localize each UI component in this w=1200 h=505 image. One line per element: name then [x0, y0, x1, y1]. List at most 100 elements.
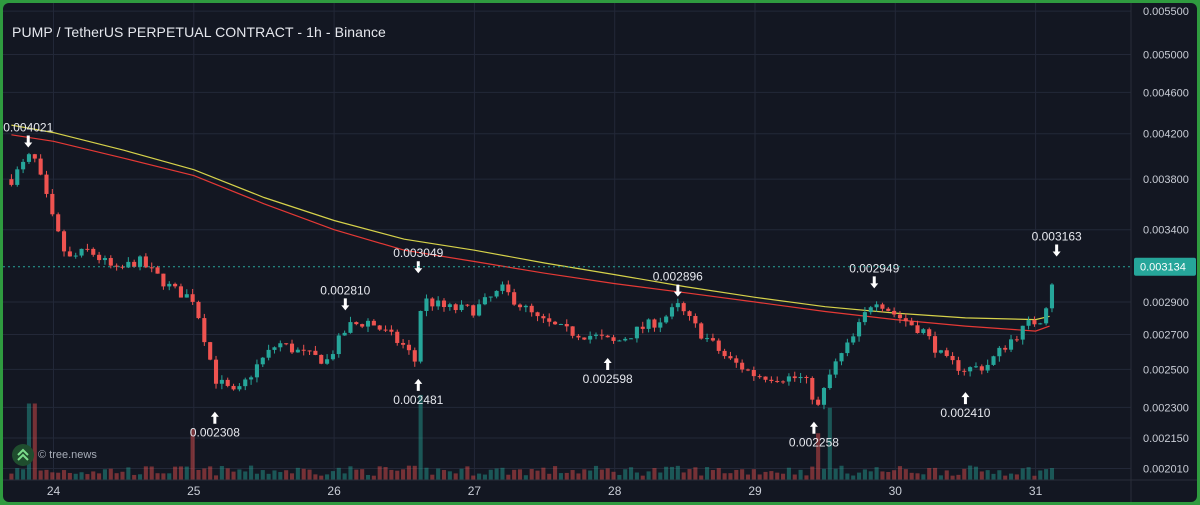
candle-body	[161, 273, 166, 287]
candle-body	[1044, 308, 1049, 324]
candle-body	[950, 355, 955, 361]
candle-body	[541, 316, 546, 319]
volume-bar	[114, 473, 119, 480]
candle-body	[506, 284, 511, 293]
volume-bar	[272, 470, 277, 480]
candle-body	[517, 304, 523, 308]
volume-bar	[716, 468, 721, 480]
candle-body	[213, 359, 219, 384]
candle-body	[348, 322, 353, 333]
volume-bar	[32, 403, 37, 480]
candle-body	[61, 231, 67, 252]
candle-body	[173, 283, 178, 287]
volume-bar	[1003, 475, 1008, 480]
volume-bar	[740, 469, 745, 480]
candle-body	[588, 335, 593, 340]
candle-body	[260, 357, 265, 365]
volume-bar	[307, 469, 312, 480]
volume-bar	[535, 470, 540, 480]
candle-body	[617, 340, 622, 342]
volume-bar	[190, 429, 195, 480]
volume-bar	[816, 433, 821, 480]
candle-body	[1026, 320, 1031, 326]
candle-body	[681, 303, 686, 312]
candle-body	[167, 283, 172, 287]
volume-bar	[745, 474, 751, 480]
volume-bar	[406, 465, 411, 480]
volume-bar	[301, 468, 306, 480]
volume-bar	[763, 471, 768, 480]
candle-body	[32, 154, 37, 159]
candle-body	[775, 381, 780, 383]
volume-bar	[377, 466, 382, 480]
arrow-down-icon	[673, 284, 682, 297]
volume-bar	[968, 465, 973, 480]
candle-body	[488, 296, 493, 298]
candle-body	[927, 329, 932, 337]
volume-bar	[260, 470, 265, 480]
volume-bar	[979, 471, 984, 480]
candle-body	[623, 338, 628, 341]
volume-bar	[50, 472, 55, 480]
volume-bar	[903, 469, 908, 480]
volume-bar	[880, 471, 885, 480]
volume-bar	[9, 473, 14, 480]
volume-bar	[582, 469, 587, 480]
volume-bar	[61, 470, 67, 480]
arrow-up-icon	[961, 392, 970, 405]
x-tick-label: 30	[889, 484, 903, 498]
volume-bar	[173, 466, 178, 480]
volume-bar	[424, 467, 429, 480]
moving-average-line	[11, 134, 1050, 332]
volume-bar	[97, 473, 102, 480]
candle-body	[634, 326, 639, 339]
volume-bar	[669, 466, 675, 480]
volume-bar	[845, 473, 850, 480]
candle-body	[307, 350, 312, 352]
volume-bar	[640, 475, 645, 480]
volume-bar	[459, 468, 464, 480]
price-chart[interactable]: 0.004021 0.002308 0.002810 0.003049 0.002481…	[3, 3, 1197, 502]
volume-bar	[517, 469, 523, 480]
candle-body	[21, 161, 26, 170]
volume-bar	[161, 473, 166, 480]
volume-bar	[401, 469, 406, 480]
volume-bar	[395, 470, 400, 480]
y-tick-label: 0.005000	[1143, 49, 1189, 61]
price-annotation: 0.002896	[653, 270, 703, 284]
candle-body	[208, 342, 213, 360]
watermark: © tree.news	[12, 444, 97, 466]
y-tick-label: 0.002010	[1143, 464, 1189, 476]
candle-body	[968, 367, 973, 372]
arrow-up-icon	[809, 421, 818, 434]
candle-body	[710, 338, 715, 341]
volume-bar	[512, 469, 517, 480]
candle-body	[120, 266, 125, 268]
candle-body	[675, 303, 680, 308]
candle-body	[377, 325, 382, 330]
candle-body	[50, 193, 55, 215]
volume-bar	[909, 472, 914, 480]
candle-body	[547, 318, 552, 322]
candle-body	[56, 214, 61, 232]
volume-bar	[938, 475, 943, 480]
volume-bar	[991, 473, 996, 480]
volume-bar	[155, 473, 160, 480]
volume-bar	[950, 475, 955, 480]
volume-bar	[664, 466, 669, 480]
tree-logo-icon	[12, 444, 34, 466]
candle-body	[880, 304, 885, 309]
candle-body	[792, 376, 797, 379]
candle-body	[886, 308, 891, 311]
candle-body	[225, 379, 230, 386]
candle-body	[640, 326, 645, 329]
candle-body	[44, 174, 49, 194]
volume-bar	[529, 469, 534, 480]
x-tick-label: 31	[1029, 484, 1043, 498]
volume-bar	[728, 473, 733, 480]
volume-bar	[558, 473, 563, 480]
arrow-down-icon	[24, 135, 33, 148]
volume-bar	[219, 466, 224, 480]
volume-bar	[652, 468, 657, 480]
candle-body	[401, 342, 406, 345]
